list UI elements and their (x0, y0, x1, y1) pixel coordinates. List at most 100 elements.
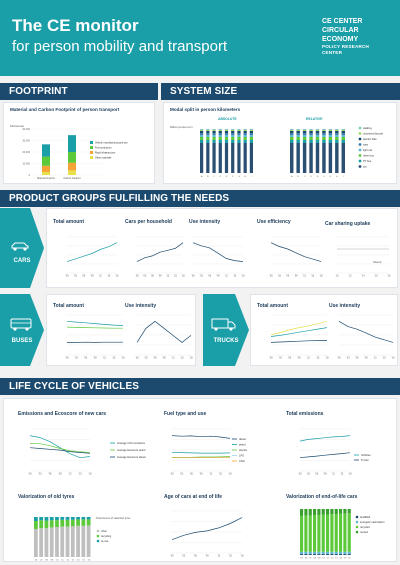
eol-x-tick: '15 (343, 558, 347, 560)
relative-bar-segment (296, 137, 300, 140)
trucks-total-series-line (270, 327, 328, 337)
tyres-x-tick: '11 (61, 560, 64, 562)
tyres-bar-segment (55, 520, 59, 527)
absolute-bar-segment (224, 131, 229, 133)
absolute-x-tick: F (232, 176, 234, 178)
buses-total-x-tick: '00 (65, 357, 69, 360)
relative-label: RELATIVE (306, 117, 323, 121)
emissions-new-cars-x-tick: '00 (28, 473, 32, 476)
tyres-bar-segment (81, 525, 86, 557)
trucks-panel: Total amount Use intensity '00'03'06'09 '… (250, 294, 398, 366)
car-sharing-legend-label: Shared (373, 260, 382, 264)
absolute-bar-segment (237, 135, 241, 137)
eol-bar-segment (313, 554, 317, 555)
emissions-new-cars-series-line (29, 447, 91, 454)
emissions-legend-label: Average Ecoscore petrol (117, 448, 146, 452)
absolute-bar-segment (218, 137, 222, 140)
emissions-new-cars-x-tick: '06 (48, 473, 52, 476)
cars-use-efficiency-x-tick: '00 (269, 275, 273, 278)
tyres-bar-segment (70, 526, 75, 557)
footprint-ylabel: Kilotonnes (10, 124, 25, 128)
absolute-x-tick: C (213, 176, 215, 178)
modal-split-legend-label: electric bike (363, 137, 377, 141)
cars-total-x-tick: '09 (90, 275, 94, 278)
absolute-bar-segment (231, 129, 235, 130)
eol-bar-segment (300, 551, 304, 555)
absolute-bar-segment (218, 140, 222, 143)
cars-total-x-tick: '06 (82, 275, 86, 278)
cars-total-title: Total amount (53, 219, 85, 225)
buses-total-x-tick: '06 (84, 357, 88, 360)
relative-bar-segment (290, 129, 294, 130)
trucks-total-series-line (270, 320, 328, 335)
modal-split-legend-label: motorised bicycle (363, 132, 384, 136)
relative-bar-segment (302, 140, 307, 143)
relative-bar-segment (315, 133, 320, 135)
cars-per-household-x-tick: '18 (181, 275, 185, 278)
tyres-bar-segment (55, 527, 59, 557)
relative-bar-segment (315, 135, 320, 137)
relative-bar-segment (309, 137, 313, 140)
emissions-new-cars-x-tick: '12 (68, 473, 72, 476)
footprint-category-label: Carbon footprint (63, 177, 80, 180)
age-end-of-life-x-tick: '12 (217, 555, 221, 558)
cars-use-efficiency-x-tick: '15 (311, 275, 315, 278)
eol-legend-label: energetic valorization (360, 520, 385, 524)
age-end-of-life-x-tick: '03 (182, 555, 186, 558)
relative-bar-segment (341, 137, 345, 140)
tyres-legend-dot (96, 539, 100, 543)
absolute-bar-segment (224, 129, 229, 130)
cars-efficiency-title: Use efficiency (257, 219, 291, 225)
eol-bar-segment (343, 551, 347, 555)
truck-icon (211, 318, 236, 331)
cars-use-title: Use intensity (189, 219, 221, 225)
relative-bar-segment (335, 140, 339, 143)
modal-split-legend-dot (358, 143, 362, 146)
fuel-title: Fuel type and use (164, 411, 207, 417)
emissions-new-cars-x-tick: '03 (38, 473, 42, 476)
eol-bar-segment (300, 554, 304, 555)
absolute-bar-segment (212, 137, 216, 140)
relative-bar-segment (296, 130, 300, 131)
absolute-bar-segment (206, 133, 210, 135)
footprint-legend-swatch (90, 156, 93, 159)
absolute-bar-segment (249, 133, 253, 135)
cars-per-household-title: Cars per household (125, 219, 172, 225)
relative-bar-segment (335, 137, 339, 140)
absolute-bar-segment (200, 131, 204, 133)
relative-bar-segment (315, 131, 320, 133)
age-title: Age of cars at end of life (164, 494, 223, 500)
tyres-x-tick: '12 (66, 560, 70, 562)
absolute-bar-segment (249, 130, 253, 131)
relative-x-tick: F (323, 176, 325, 178)
relative-bar-segment (335, 129, 339, 130)
fuel-type-x-tick: '15 (219, 473, 223, 476)
footprint-y-tick: 30,000 (22, 140, 30, 143)
cars-total-x-tick: '00 (65, 275, 69, 278)
relative-x-tick: E (317, 176, 319, 178)
footprint-bar-segment (42, 165, 50, 172)
relative-bar-segment (328, 133, 333, 135)
eol-bar-segment (334, 551, 338, 555)
buses-total-series-line (66, 320, 124, 326)
relative-bar-segment (290, 135, 294, 137)
tyres-bar-segment (76, 519, 80, 526)
absolute-bar-segment (206, 130, 210, 131)
footprint-y-tick: 20,000 (22, 151, 30, 154)
eol-bar-segment (308, 554, 312, 555)
eol-bar-segment (313, 514, 317, 552)
absolute-bar-segment (200, 135, 204, 137)
absolute-bar-segment (218, 129, 222, 130)
trucks-use-intensity-x-tick: '06 (355, 357, 359, 360)
eol-bar-segment (343, 509, 347, 514)
tyres-bar-segment (44, 528, 49, 557)
eol-bar-segment (313, 509, 317, 515)
eol-bar-segment (326, 554, 330, 555)
age-end-of-life-x-tick: '18 (240, 555, 244, 558)
relative-bar-segment (309, 129, 313, 130)
cars-total-x-tick: '18 (115, 275, 119, 278)
tyres-bar-segment (44, 517, 49, 521)
eol-legend-label: landfilled (360, 515, 371, 519)
eol-bar-segment (317, 509, 321, 515)
cars-use-intensity-x-tick: '00 (191, 275, 195, 278)
